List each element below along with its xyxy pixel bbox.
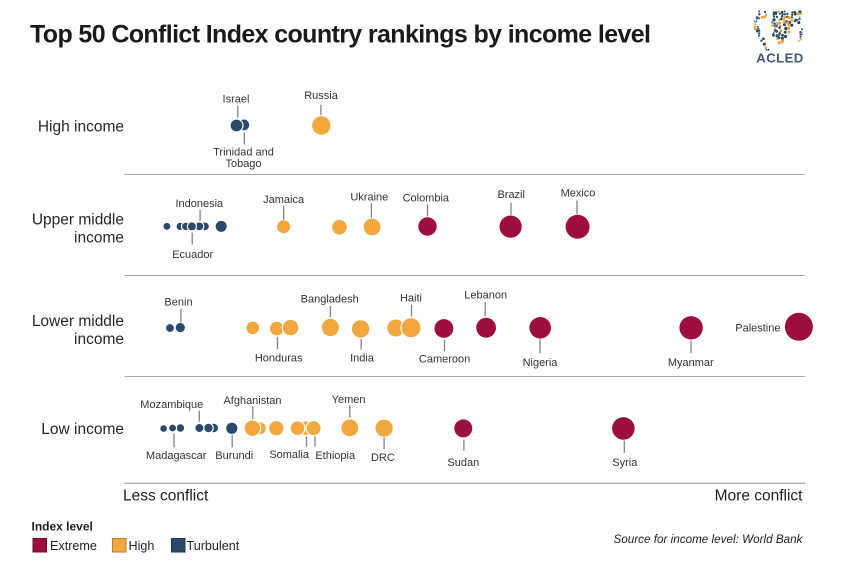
svg-text:Mexico: Mexico bbox=[561, 188, 596, 200]
svg-text:Sudan: Sudan bbox=[447, 457, 479, 469]
svg-text:Cameroon: Cameroon bbox=[419, 353, 470, 365]
svg-text:DRC: DRC bbox=[371, 452, 395, 464]
svg-text:Ukraine: Ukraine bbox=[350, 192, 388, 204]
svg-text:Indonesia: Indonesia bbox=[175, 198, 224, 210]
svg-text:Haiti: Haiti bbox=[400, 293, 422, 305]
svg-text:Somalia: Somalia bbox=[269, 449, 310, 461]
svg-text:Benin: Benin bbox=[164, 297, 192, 309]
svg-text:Less conflict: Less conflict bbox=[123, 488, 209, 505]
svg-text:income: income bbox=[74, 230, 124, 247]
svg-text:Trinidad and: Trinidad and bbox=[213, 147, 274, 159]
svg-text:High income: High income bbox=[38, 118, 124, 135]
svg-text:ACLED: ACLED bbox=[756, 51, 803, 66]
svg-text:Burundi: Burundi bbox=[215, 450, 253, 462]
svg-text:Honduras: Honduras bbox=[255, 353, 303, 365]
svg-text:Lebanon: Lebanon bbox=[464, 289, 507, 301]
svg-text:High: High bbox=[129, 539, 155, 553]
svg-text:Upper middle: Upper middle bbox=[32, 212, 124, 229]
svg-text:Madagascar: Madagascar bbox=[146, 450, 207, 462]
svg-text:Ecuador: Ecuador bbox=[172, 249, 213, 261]
svg-text:Ethiopia: Ethiopia bbox=[315, 450, 356, 462]
svg-text:Colombia: Colombia bbox=[403, 192, 450, 204]
svg-text:Turbulent: Turbulent bbox=[187, 539, 240, 553]
svg-text:Low income: Low income bbox=[41, 421, 124, 438]
svg-text:income: income bbox=[74, 331, 124, 348]
svg-text:Tobago: Tobago bbox=[225, 158, 261, 170]
svg-text:More conflict: More conflict bbox=[715, 488, 804, 505]
svg-text:Lower middle: Lower middle bbox=[32, 313, 124, 330]
svg-text:Russia: Russia bbox=[304, 90, 339, 102]
svg-text:Syria: Syria bbox=[612, 457, 638, 469]
svg-text:Palestine: Palestine bbox=[735, 323, 780, 335]
svg-text:Yemen: Yemen bbox=[332, 394, 366, 406]
svg-text:Top 50 Conflict Index country: Top 50 Conflict Index country rankings b… bbox=[30, 21, 650, 49]
svg-text:Jamaica: Jamaica bbox=[263, 194, 305, 206]
svg-text:India: India bbox=[350, 353, 375, 365]
svg-text:Source for income level: World: Source for income level: World Bank bbox=[613, 533, 803, 546]
svg-text:Afghanistan: Afghanistan bbox=[223, 395, 281, 407]
svg-text:Bangladesh: Bangladesh bbox=[301, 293, 359, 305]
svg-text:Brazil: Brazil bbox=[497, 189, 525, 201]
svg-text:Extreme: Extreme bbox=[50, 539, 97, 553]
svg-text:Index level: Index level bbox=[32, 520, 93, 534]
svg-text:Myanmar: Myanmar bbox=[668, 357, 714, 369]
svg-text:Nigeria: Nigeria bbox=[523, 357, 559, 369]
svg-text:Israel: Israel bbox=[223, 94, 250, 106]
svg-text:Mozambique: Mozambique bbox=[140, 399, 203, 411]
